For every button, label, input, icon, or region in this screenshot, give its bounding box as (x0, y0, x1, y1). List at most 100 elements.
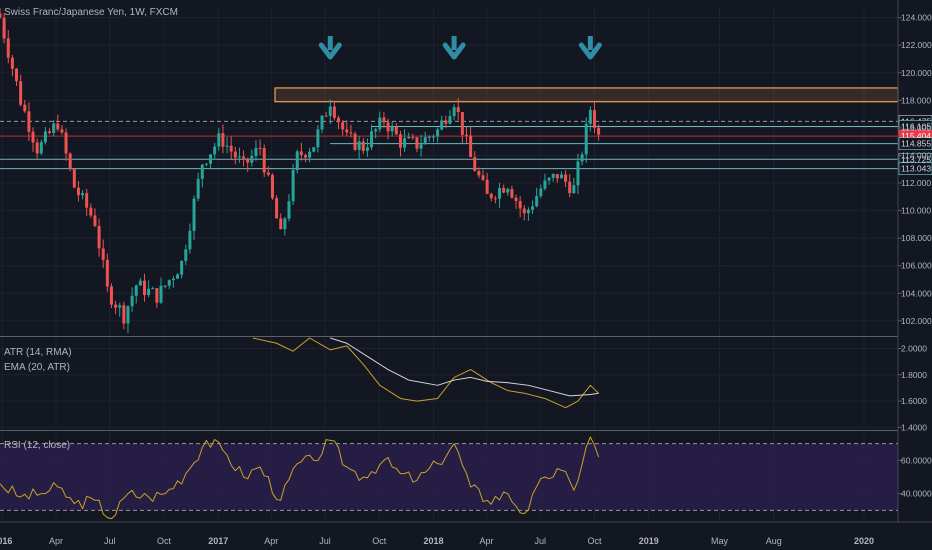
candle (246, 157, 250, 173)
candle (109, 283, 113, 309)
candle (68, 152, 72, 172)
candle (485, 172, 489, 194)
candle (493, 195, 497, 204)
candle (332, 101, 336, 121)
candle (502, 184, 506, 194)
candle (555, 173, 559, 183)
candle (489, 192, 493, 202)
level-label: 113.043 (901, 164, 931, 174)
candle (180, 260, 184, 279)
candle (35, 138, 39, 159)
candle (419, 134, 423, 157)
candle (142, 273, 146, 302)
atr-grid (0, 338, 898, 430)
candle (56, 114, 60, 132)
candle (328, 99, 332, 125)
candle (225, 136, 229, 154)
candle (19, 74, 23, 107)
candle (460, 111, 464, 143)
candle (52, 120, 56, 137)
ema-line (330, 337, 599, 397)
candle (518, 196, 522, 218)
candle (147, 280, 151, 298)
y-tick-label: 106.000 (901, 261, 932, 271)
candle (539, 184, 543, 199)
level-label: 116.105 (901, 121, 931, 131)
resistance-rect (274, 87, 899, 103)
candle (365, 138, 369, 157)
candle (171, 275, 175, 288)
candle (448, 110, 452, 125)
resistance-zone (274, 87, 899, 103)
candle (279, 213, 283, 230)
level-label-box (898, 137, 932, 150)
candle (526, 207, 530, 221)
x-tick-label: 2018 (423, 536, 443, 546)
candle (390, 121, 394, 137)
x-tick-label: 2020 (854, 536, 874, 546)
candle (361, 138, 365, 154)
candle (105, 253, 109, 292)
y-tick-label: 110.000 (901, 206, 931, 216)
candle (452, 104, 456, 121)
candle (514, 194, 518, 209)
candle (134, 284, 138, 304)
candle (155, 287, 159, 308)
candle (266, 166, 270, 177)
candles (0, 8, 601, 334)
arrows (318, 36, 602, 60)
x-tick-label: Oct (372, 536, 387, 546)
candle (423, 131, 427, 145)
candle (559, 171, 563, 179)
candle (138, 278, 142, 286)
y-tick-label: 116.000 (901, 123, 931, 133)
atr-line (252, 337, 599, 409)
candle (39, 139, 43, 156)
down-arrow-icon (442, 36, 466, 60)
candle (403, 129, 407, 152)
candle (345, 120, 349, 137)
candle (254, 140, 258, 161)
x-tick-label: May (711, 536, 729, 546)
candle (242, 150, 246, 167)
candle (43, 127, 47, 145)
candle (440, 115, 444, 131)
candle (465, 126, 469, 143)
candle (209, 154, 213, 170)
candle (320, 114, 324, 134)
x-tick-label: 2019 (639, 536, 659, 546)
candle (126, 305, 130, 334)
candle (378, 111, 382, 133)
candle (0, 8, 2, 19)
candle (176, 273, 180, 279)
candle (580, 151, 584, 166)
candle (76, 181, 80, 202)
candle (130, 287, 134, 312)
x-tick-label: Apr (264, 536, 278, 546)
rsi-line (0, 436, 600, 520)
candle (588, 106, 592, 132)
candle (431, 134, 435, 142)
candle (27, 102, 31, 142)
candle (167, 279, 171, 290)
candle (101, 239, 105, 269)
atr-series (252, 337, 599, 409)
candle (192, 195, 196, 240)
candle (237, 147, 241, 163)
candle (382, 112, 386, 128)
candle (357, 135, 361, 160)
candle (291, 164, 295, 206)
level-label-box (898, 162, 932, 175)
candle (200, 163, 204, 188)
candle (188, 223, 192, 254)
candle (531, 200, 535, 214)
candle (262, 144, 266, 178)
candle (551, 173, 555, 182)
candle (522, 205, 526, 221)
y-tick-label: 60.0000 (901, 455, 932, 465)
candle (427, 135, 431, 142)
candle (122, 301, 126, 330)
horizontal-levels: 116.475116.105115.404114.855113.725113.0… (0, 115, 932, 175)
candle (60, 124, 64, 135)
